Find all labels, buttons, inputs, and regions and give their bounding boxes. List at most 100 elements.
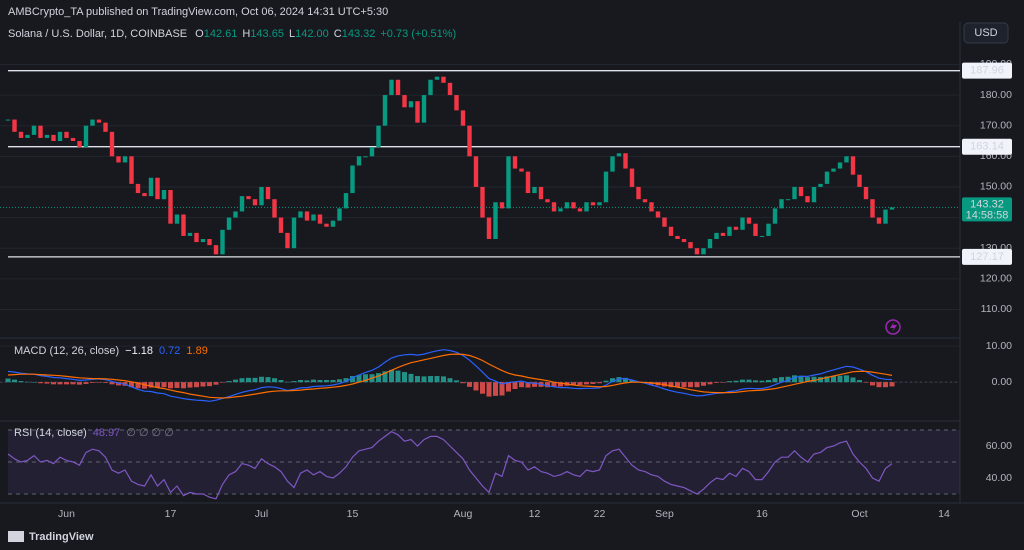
candle bbox=[350, 165, 355, 194]
x-tick-label: Jul bbox=[255, 508, 268, 520]
candle bbox=[44, 134, 50, 138]
candle bbox=[363, 156, 368, 158]
legend-value: −1.18 bbox=[125, 345, 153, 357]
candle bbox=[889, 207, 895, 210]
candle bbox=[863, 186, 869, 200]
ohlc-value: 143.32 bbox=[342, 28, 376, 40]
candle bbox=[740, 217, 745, 230]
candle bbox=[512, 156, 518, 169]
histogram-bar bbox=[694, 382, 700, 388]
candle bbox=[187, 232, 193, 236]
histogram-bar bbox=[616, 377, 622, 383]
candle bbox=[779, 199, 784, 209]
candle bbox=[681, 239, 687, 243]
candle bbox=[265, 186, 271, 200]
candle bbox=[636, 186, 641, 200]
candle bbox=[649, 202, 654, 212]
indicator-line bbox=[7, 349, 893, 402]
histogram-bar bbox=[889, 382, 895, 387]
candle bbox=[506, 156, 511, 209]
histogram-bar bbox=[590, 382, 596, 384]
candle bbox=[623, 153, 628, 169]
histogram-bar bbox=[252, 377, 258, 383]
histogram-bar bbox=[376, 373, 381, 383]
x-tick-label: 22 bbox=[594, 508, 606, 520]
y-tick-label: 60.00 bbox=[986, 440, 1012, 452]
candle bbox=[83, 125, 89, 148]
candle bbox=[850, 156, 856, 175]
histogram-bar bbox=[207, 382, 212, 387]
histogram-bar bbox=[870, 382, 875, 386]
symbol-title: Solana / U.S. Dollar, 1D, COINBASE bbox=[8, 28, 187, 40]
histogram-bar bbox=[174, 382, 180, 388]
histogram-bar bbox=[727, 381, 732, 383]
candle bbox=[707, 239, 713, 249]
histogram-bar bbox=[90, 382, 95, 383]
histogram-bar bbox=[363, 374, 368, 383]
histogram-bar bbox=[512, 382, 518, 390]
histogram-bar bbox=[460, 382, 466, 384]
histogram-bar bbox=[883, 382, 888, 388]
histogram-bar bbox=[844, 375, 849, 383]
x-tick-label: 17 bbox=[165, 508, 177, 520]
candle bbox=[824, 171, 830, 184]
candle bbox=[64, 131, 69, 138]
alert-icon[interactable] bbox=[885, 319, 901, 335]
histogram-bar bbox=[629, 380, 635, 383]
candle bbox=[493, 202, 498, 239]
candle bbox=[798, 186, 804, 197]
candle bbox=[330, 220, 336, 227]
histogram-bar bbox=[688, 382, 693, 388]
candle bbox=[252, 199, 258, 206]
histogram-bar bbox=[857, 380, 862, 383]
candle bbox=[499, 202, 505, 209]
legend-value: 48.97 bbox=[93, 427, 121, 439]
candle bbox=[278, 217, 284, 233]
candle bbox=[408, 101, 414, 108]
y-tick-label: 10.00 bbox=[986, 340, 1012, 352]
histogram-bar bbox=[759, 380, 765, 383]
histogram-bar bbox=[473, 382, 479, 391]
candle bbox=[837, 162, 843, 169]
y-tick-label: 120.00 bbox=[980, 273, 1012, 285]
histogram-bar bbox=[259, 376, 264, 383]
candle bbox=[642, 199, 648, 203]
candle bbox=[857, 174, 862, 187]
histogram-bar bbox=[382, 371, 388, 383]
last-price: 143.32 bbox=[970, 198, 1004, 210]
candle bbox=[753, 223, 758, 236]
histogram-bar bbox=[519, 382, 524, 388]
histogram-bar bbox=[733, 380, 739, 383]
histogram-bar bbox=[681, 382, 687, 388]
candle bbox=[18, 131, 24, 138]
candle bbox=[785, 199, 791, 201]
candle bbox=[818, 183, 823, 187]
candle bbox=[805, 196, 810, 203]
histogram-bar bbox=[103, 382, 108, 383]
level-tag bbox=[962, 138, 1012, 155]
histogram-bar bbox=[434, 376, 440, 383]
candle bbox=[304, 211, 310, 221]
histogram-bar bbox=[402, 372, 407, 383]
histogram-bar bbox=[70, 382, 76, 385]
level-tag bbox=[962, 62, 1012, 79]
indicator-title: RSI (14, close) bbox=[14, 427, 87, 439]
candle bbox=[220, 229, 225, 255]
histogram-bar bbox=[668, 382, 674, 388]
currency[interactable]: USD bbox=[974, 27, 997, 39]
last-price-tag bbox=[962, 197, 1012, 222]
candle bbox=[460, 110, 466, 126]
candle bbox=[629, 168, 635, 187]
y-tick-label: 170.00 bbox=[980, 119, 1012, 131]
histogram-bar bbox=[142, 382, 147, 389]
candle bbox=[421, 95, 427, 123]
histogram-bar bbox=[597, 382, 602, 384]
currency-button[interactable] bbox=[963, 22, 1009, 44]
histogram-bar bbox=[337, 379, 342, 383]
y-tick-label: 150.00 bbox=[980, 181, 1012, 193]
candle bbox=[161, 190, 167, 200]
candle bbox=[356, 156, 362, 166]
candle bbox=[714, 232, 719, 239]
candle bbox=[402, 95, 407, 108]
